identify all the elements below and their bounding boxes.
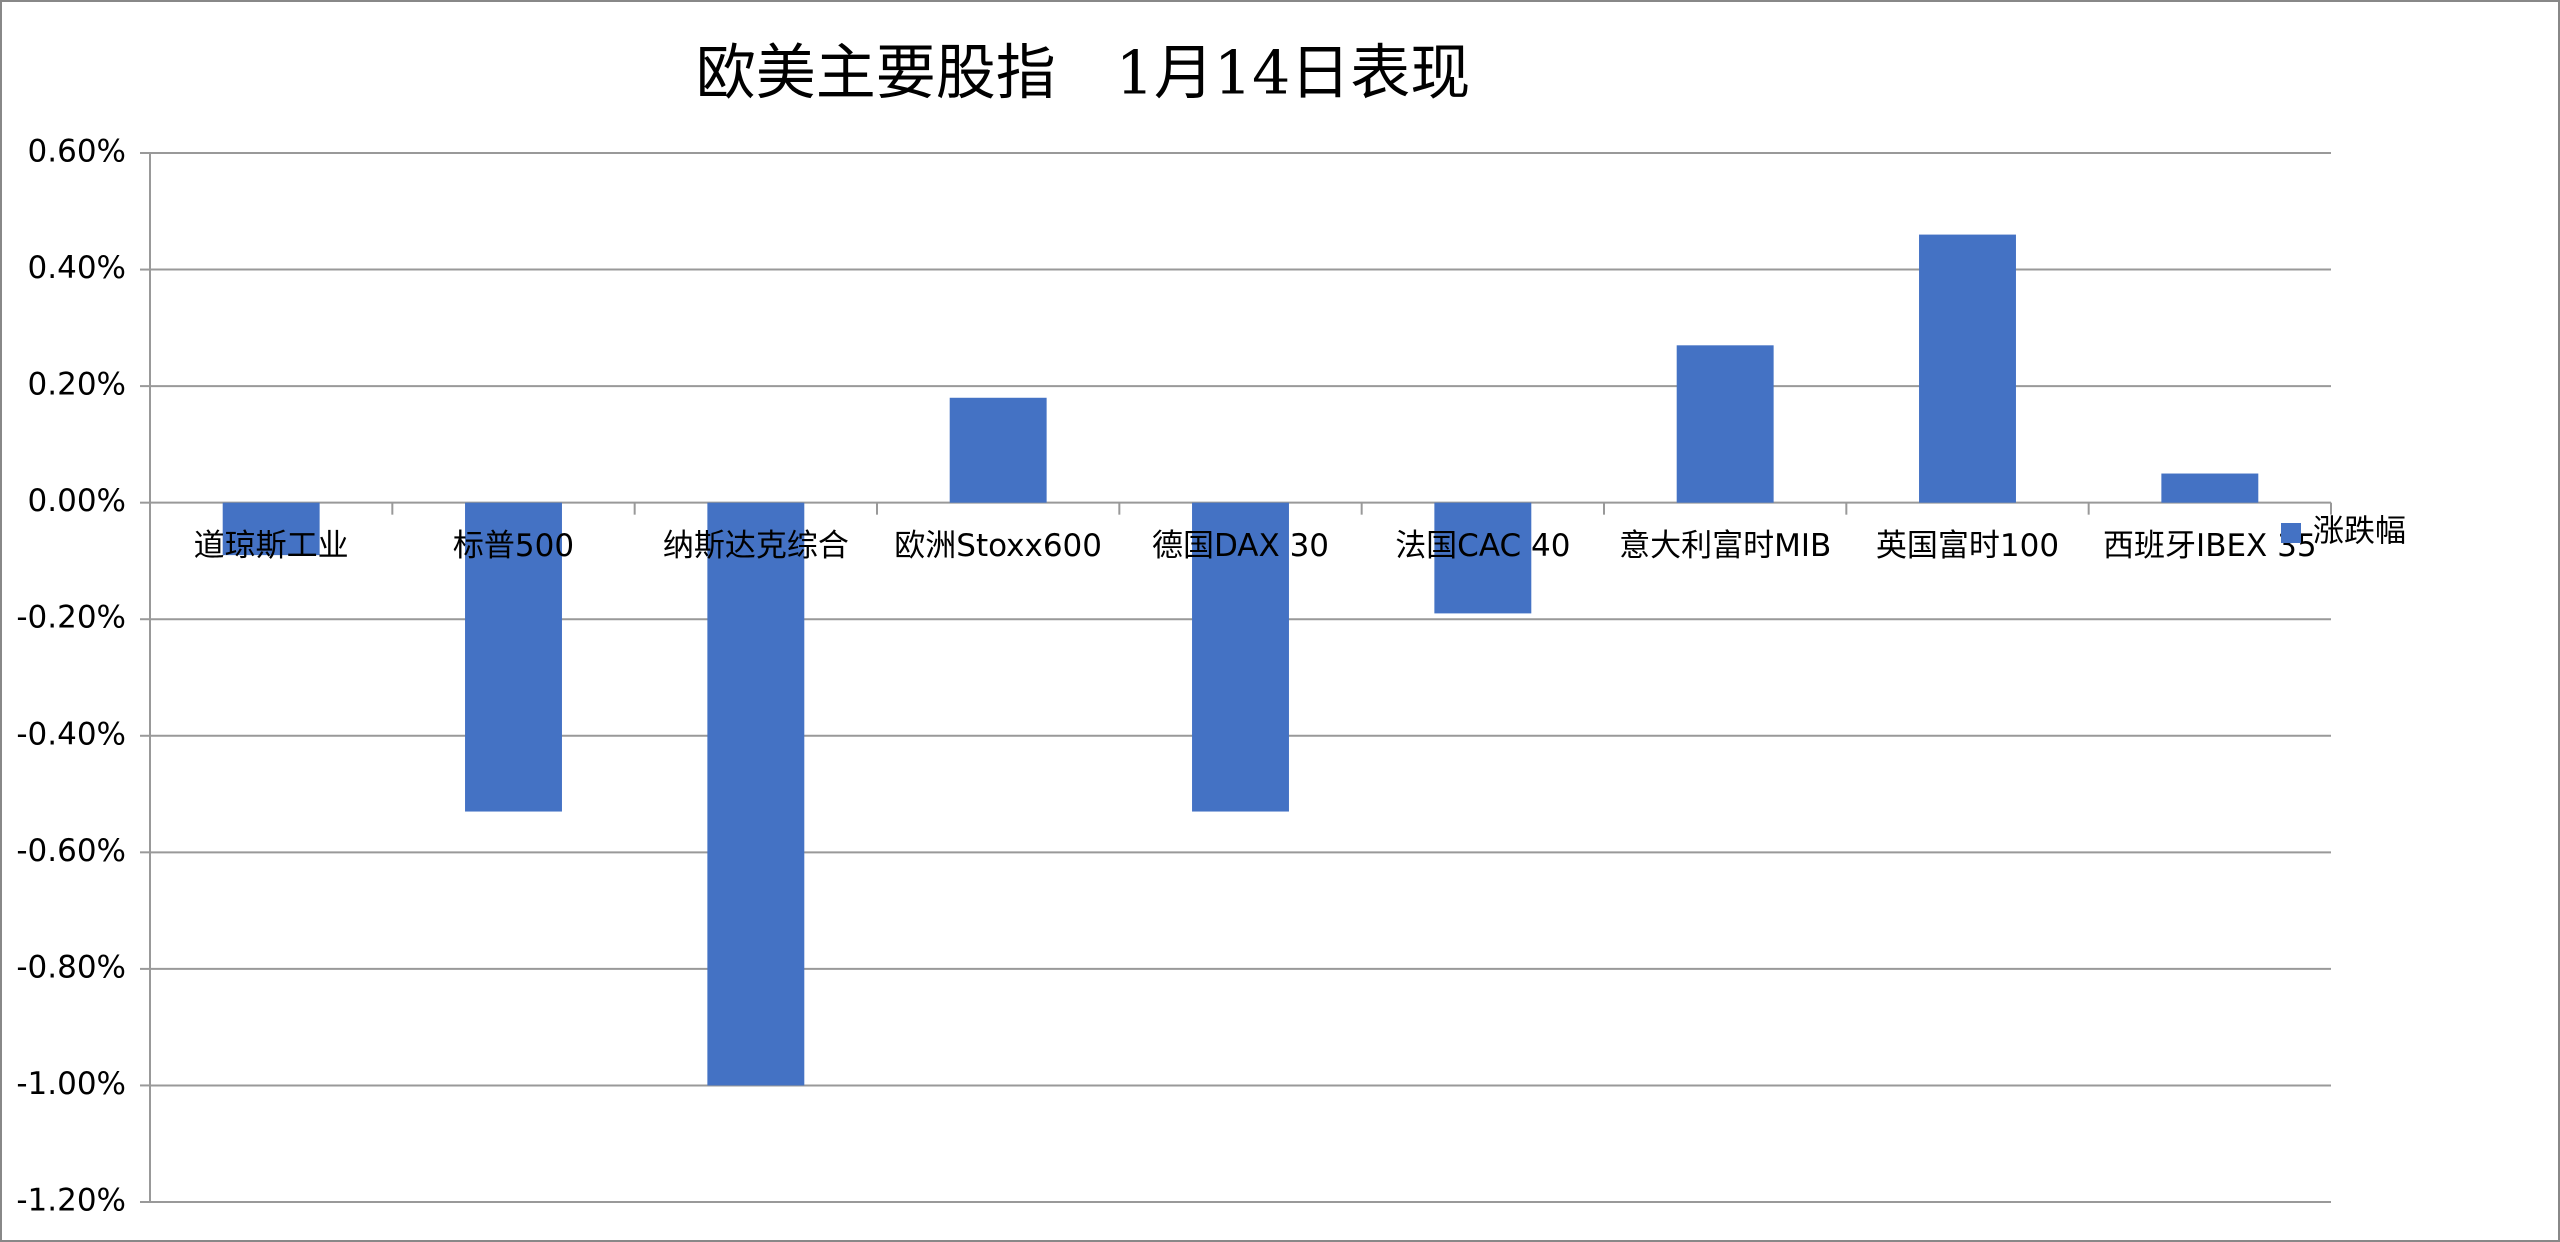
x-tick-label: 道琼斯工业 bbox=[194, 528, 349, 564]
y-tick-label: -0.40% bbox=[16, 716, 126, 752]
x-tick-label: 标普500 bbox=[453, 528, 574, 564]
y-tick-label: 0.40% bbox=[28, 250, 126, 286]
bar bbox=[465, 502, 562, 812]
x-tick-label: 英国富时100 bbox=[1876, 528, 2059, 564]
x-tick-label: 德国DAX 30 bbox=[1152, 528, 1329, 564]
legend-swatch bbox=[2281, 523, 2301, 543]
y-tick-label: 0.00% bbox=[28, 483, 126, 519]
x-tick-label: 纳斯达克综合 bbox=[663, 528, 849, 564]
bar bbox=[222, 502, 320, 556]
y-tick-label: 0.60% bbox=[28, 134, 126, 170]
x-tick-label: 法国CAC 40 bbox=[1395, 528, 1570, 564]
bar bbox=[1192, 502, 1289, 812]
y-tick-label: -1.20% bbox=[16, 1183, 126, 1219]
bar bbox=[1434, 502, 1532, 614]
bar bbox=[949, 397, 1047, 503]
bar bbox=[707, 502, 805, 1086]
bar bbox=[1919, 234, 2016, 503]
bar bbox=[2161, 473, 2259, 503]
y-tick-label: -0.80% bbox=[16, 949, 126, 985]
x-tick-label: 意大利富时MIB bbox=[1619, 528, 1831, 564]
y-tick-label: -0.60% bbox=[16, 833, 126, 869]
x-tick-label: 欧洲Stoxx600 bbox=[894, 528, 1102, 564]
bar bbox=[1676, 345, 1774, 503]
y-tick-label: -0.20% bbox=[16, 600, 126, 636]
legend-label: 涨跌幅 bbox=[2313, 514, 2406, 550]
y-tick-label: -1.00% bbox=[16, 1066, 126, 1102]
chart-title: 欧美主要股指 1月14日表现 bbox=[696, 39, 1471, 109]
y-tick-label: 0.20% bbox=[28, 367, 126, 403]
